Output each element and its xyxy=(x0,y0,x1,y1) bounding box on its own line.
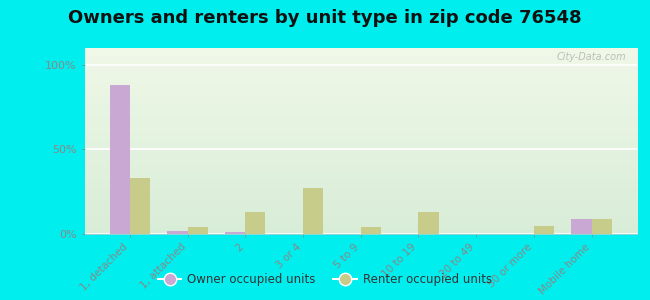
Bar xyxy=(592,219,612,234)
Bar xyxy=(534,226,554,234)
Bar xyxy=(130,178,150,234)
Bar xyxy=(571,219,592,234)
Bar xyxy=(110,85,130,234)
Bar xyxy=(225,232,245,234)
Bar xyxy=(303,188,323,234)
Legend: Owner occupied units, Renter occupied units: Owner occupied units, Renter occupied un… xyxy=(153,269,497,291)
Bar xyxy=(188,227,208,234)
Bar xyxy=(245,212,265,234)
Bar xyxy=(361,227,381,234)
Bar xyxy=(419,212,439,234)
Text: Owners and renters by unit type in zip code 76548: Owners and renters by unit type in zip c… xyxy=(68,9,582,27)
Bar xyxy=(167,231,188,234)
Text: City-Data.com: City-Data.com xyxy=(556,52,626,62)
